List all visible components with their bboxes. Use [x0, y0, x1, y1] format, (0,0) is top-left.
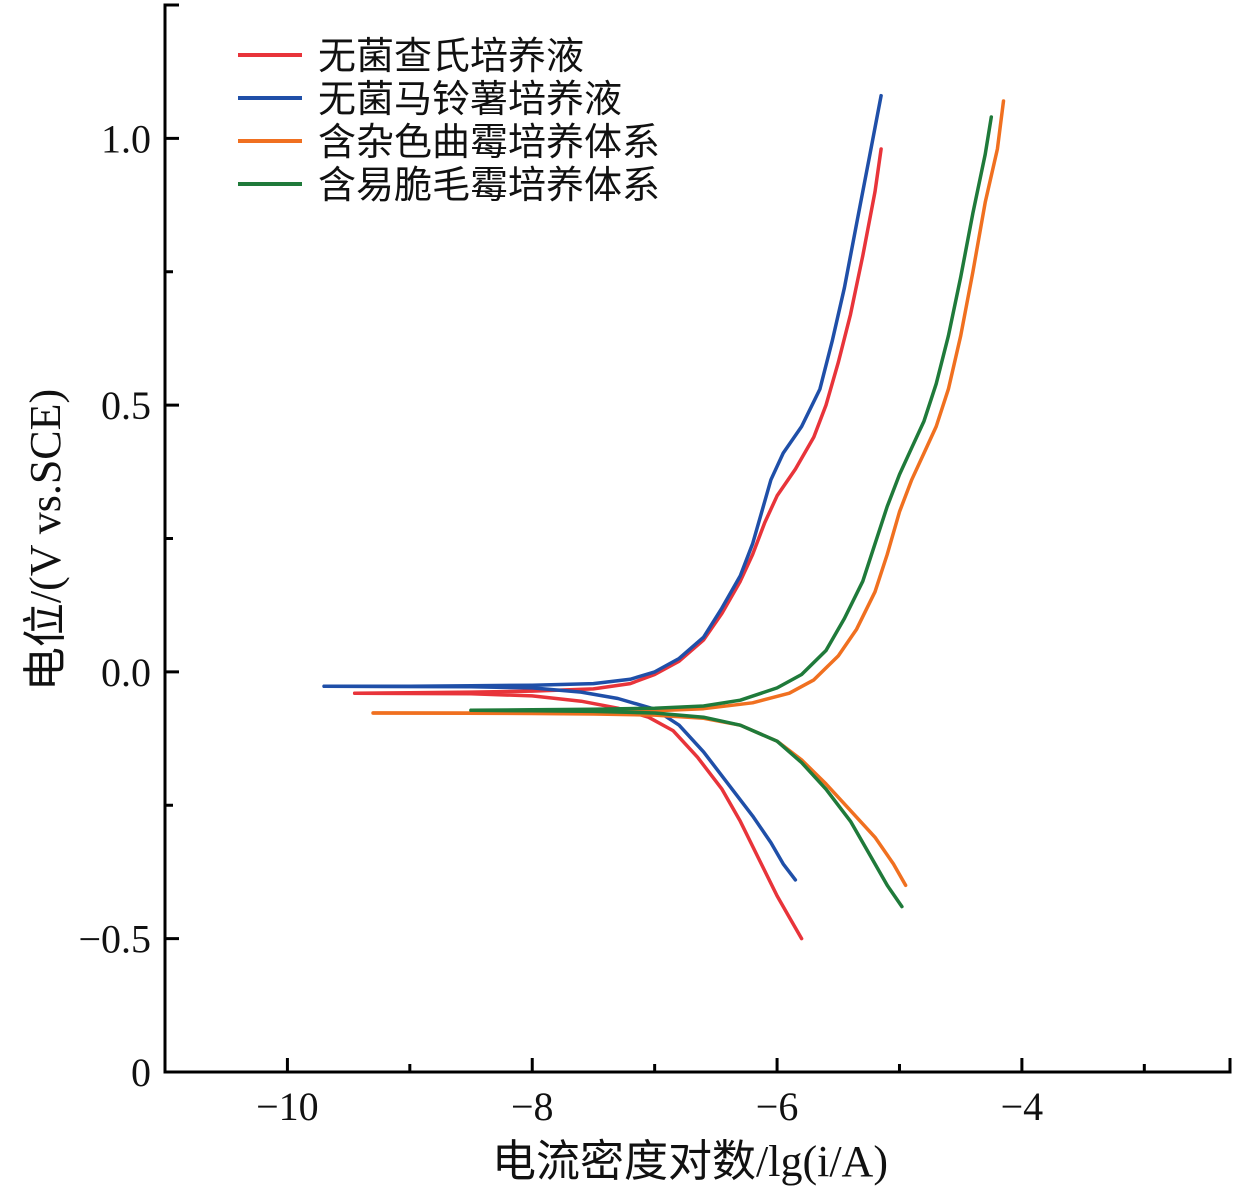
series-2-cathodic-branch	[322, 684, 798, 882]
series-2-anodic-branch	[322, 93, 883, 689]
y-tick-label: 0.5	[101, 383, 151, 428]
y-axis-title: 电位/(V vs.SCE)	[21, 389, 70, 691]
x-tick-label: −4	[1001, 1084, 1044, 1129]
axis-frame	[163, 3, 1232, 1074]
legend-label: 含杂色曲霉培养体系	[318, 120, 660, 164]
series-3-cathodic-branch	[371, 711, 908, 888]
legend-label: 无菌查氏培养液	[318, 34, 584, 78]
legend-label: 含易脆毛霉培养体系	[318, 163, 660, 207]
series-1-anodic-branch	[352, 147, 883, 695]
legend-label: 无菌马铃薯培养液	[318, 77, 622, 121]
series-4-cathodic-branch	[469, 708, 904, 909]
x-tick-label: −6	[756, 1084, 799, 1129]
y-tick-label: 1.0	[101, 116, 151, 161]
origin-label: 0	[131, 1050, 151, 1095]
axes: −10 −8 −6 −4 1.0 0.5 0.0 −0.5 0	[78, 3, 1232, 1129]
plot-area	[322, 93, 1006, 941]
series-4	[469, 115, 994, 909]
x-tick-label: −8	[511, 1084, 554, 1129]
y-tick-label: 0.0	[101, 650, 151, 695]
series-2	[322, 93, 883, 882]
series-1	[352, 147, 883, 941]
x-tick-label: −10	[256, 1084, 319, 1129]
y-tick-label: −0.5	[78, 917, 151, 962]
series-3	[371, 99, 1006, 888]
series-4-anodic-branch	[469, 115, 994, 713]
series-1-cathodic-branch	[352, 691, 804, 941]
x-axis-title: 电流密度对数/lg(i/A)	[492, 1137, 888, 1186]
